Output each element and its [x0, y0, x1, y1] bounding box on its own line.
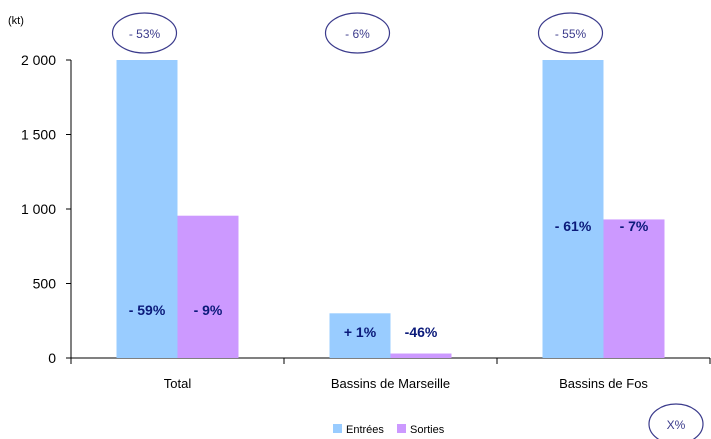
y-tick-label: 1 500	[21, 127, 56, 143]
unit-label: (kt)	[8, 15, 24, 27]
percent-oval-label: - 6%	[345, 27, 370, 41]
percent-oval	[324, 12, 391, 54]
bar-data-label: - 9%	[194, 302, 223, 318]
legend: Entrées Sorties X%	[333, 403, 704, 439]
x-tick-label: Total	[164, 376, 192, 391]
bar-data-label: - 59%	[129, 302, 166, 318]
bar-sorties	[603, 219, 665, 358]
bar-entrées	[329, 313, 391, 358]
y-tick-label: 0	[48, 350, 56, 366]
bar-data-label: -46%	[405, 324, 438, 340]
percent-oval	[111, 12, 178, 54]
percent-oval	[537, 12, 604, 54]
legend-swatch	[333, 424, 342, 433]
bar-entrées	[116, 60, 178, 358]
percent-ovals: - 53% - 6% - 55%	[111, 12, 604, 54]
bar-sorties	[390, 353, 452, 358]
y-tick-label: 1 000	[21, 201, 56, 217]
y-tick-label: 2 000	[21, 52, 56, 68]
legend-swatch	[397, 424, 406, 433]
legend-oval-label: X%	[667, 418, 686, 432]
y-tick-label: 500	[33, 276, 57, 292]
legend-label: Entrées	[346, 424, 384, 436]
bar-sorties	[177, 215, 239, 358]
bar-entrées	[542, 60, 604, 358]
bars	[116, 60, 665, 358]
bar-data-label: - 7%	[620, 218, 649, 234]
x-tick-label: Bassins de Marseille	[331, 376, 450, 391]
percent-oval-label: - 55%	[555, 27, 587, 41]
legend-label: Sorties	[410, 424, 445, 436]
percent-oval-label: - 53%	[129, 27, 161, 41]
legend-oval	[648, 403, 704, 439]
bar-data-label: + 1%	[344, 324, 377, 340]
bar-data-label: - 61%	[555, 218, 592, 234]
x-tick-label: Bassins de Fos	[559, 376, 648, 391]
data-labels: - 59% - 9% + 1% -46% - 61% - 7%	[129, 218, 649, 340]
